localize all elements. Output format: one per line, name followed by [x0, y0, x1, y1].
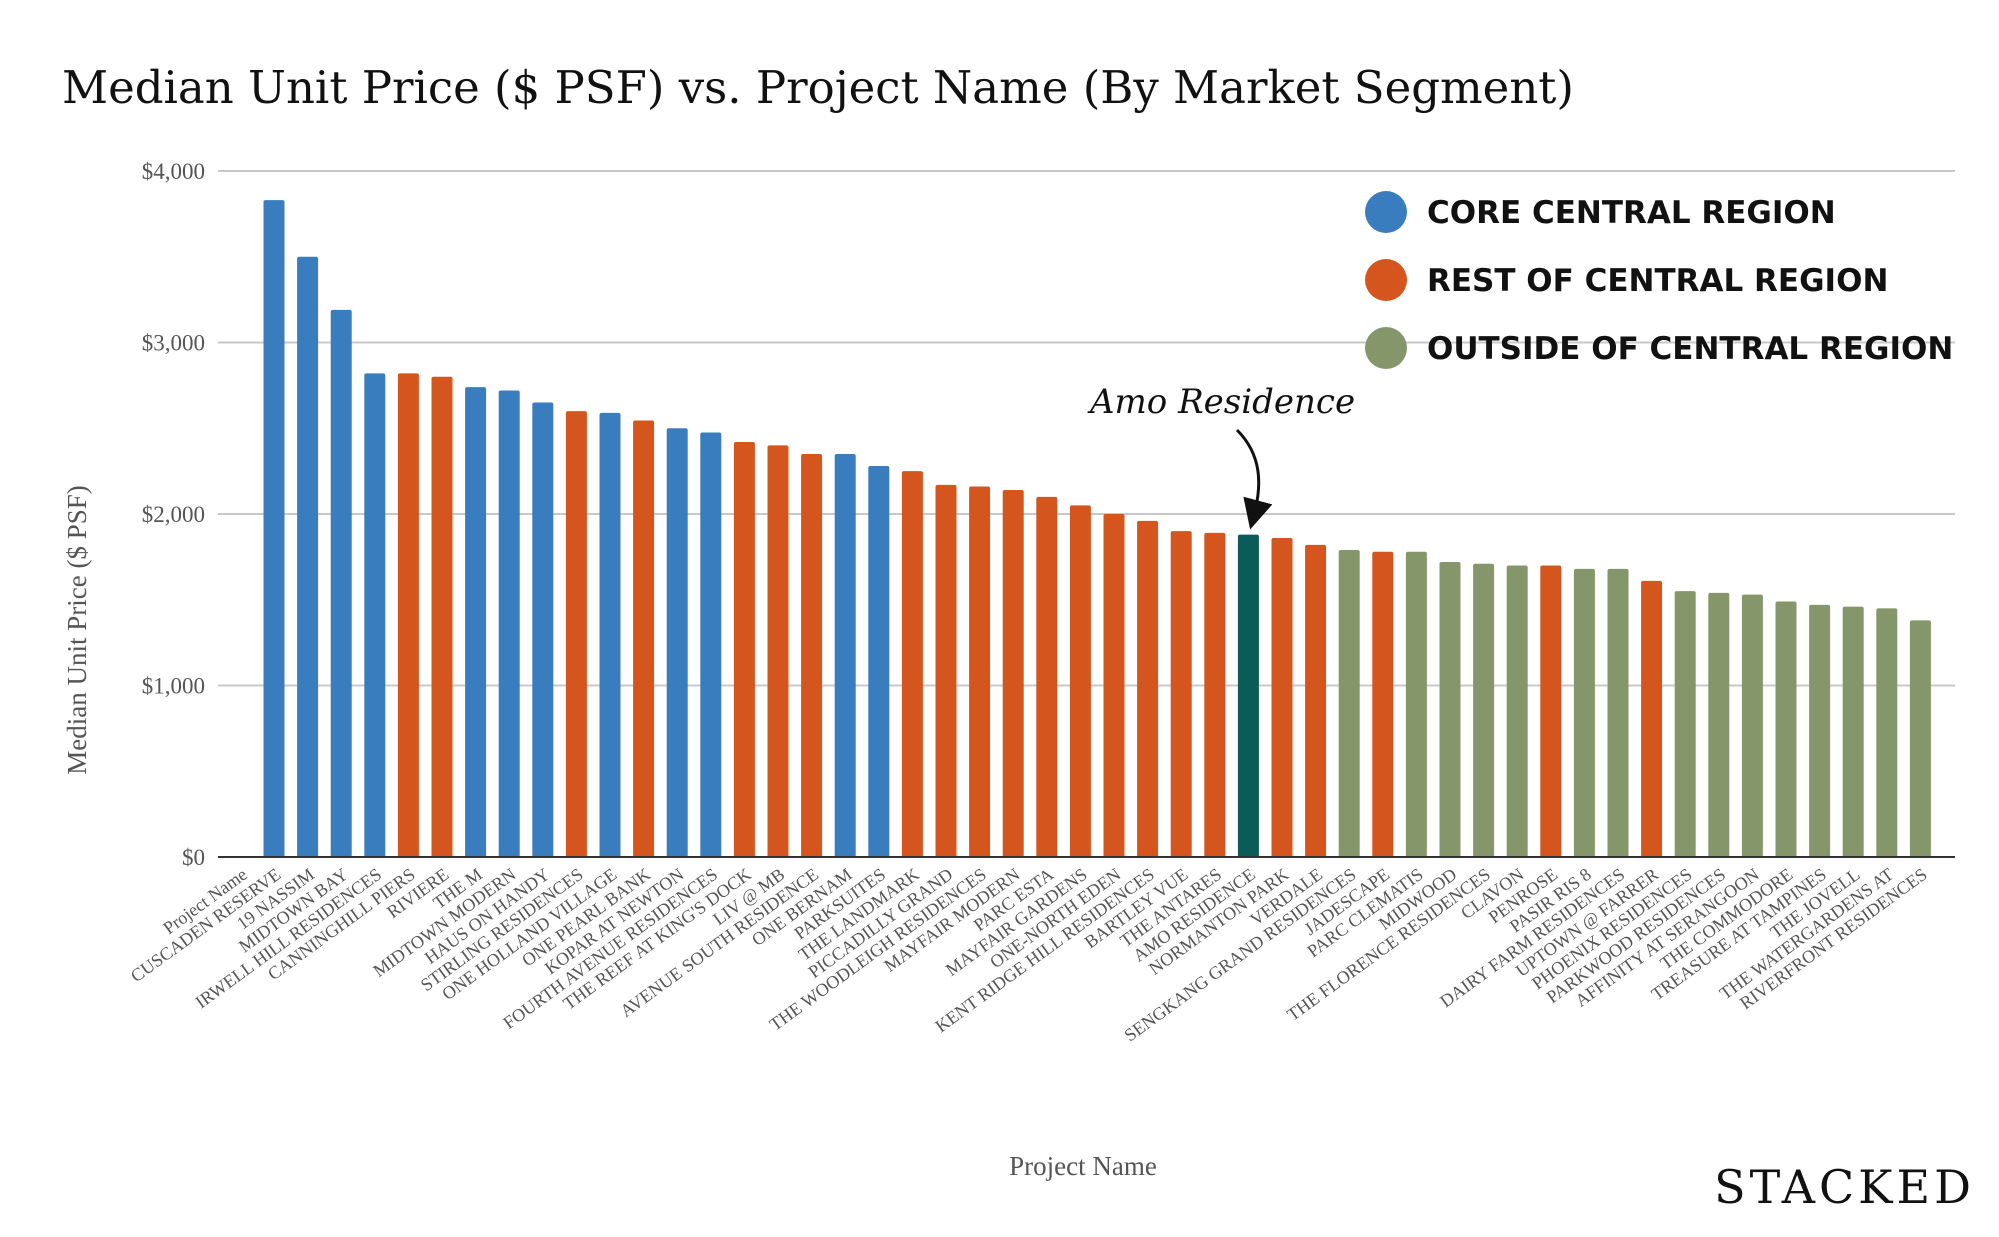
bar	[1237, 534, 1259, 857]
bars	[263, 200, 1931, 857]
bar	[297, 256, 319, 857]
bar	[1842, 606, 1864, 857]
bar	[431, 376, 453, 857]
bar	[1573, 568, 1595, 857]
bar	[666, 428, 688, 857]
bar	[465, 387, 487, 857]
bar	[969, 486, 991, 857]
brand-logo: STACKED	[1714, 1160, 1975, 1214]
bar	[397, 373, 419, 857]
bar	[935, 484, 957, 857]
bar	[1338, 550, 1360, 857]
bar	[1506, 565, 1528, 857]
bar	[1876, 608, 1898, 857]
y-axis-label: Median Unit Price ($ PSF)	[62, 485, 92, 775]
bar	[1069, 505, 1091, 857]
bar	[733, 441, 755, 857]
annotation-label: Amo Residence	[1087, 382, 1355, 422]
bar	[1137, 520, 1159, 857]
legend-label: CORE CENTRAL REGION	[1427, 195, 1836, 231]
bar	[1641, 580, 1663, 857]
bar	[565, 411, 587, 857]
legend: CORE CENTRAL REGION REST OF CENTRAL REGIO…	[1365, 191, 1953, 369]
bar	[1305, 544, 1327, 857]
bar	[1775, 601, 1797, 857]
y-tick-label: $1,000	[142, 674, 205, 699]
legend-label: REST OF CENTRAL REGION	[1427, 263, 1888, 299]
bar	[801, 453, 823, 857]
annotation-arrow	[1235, 428, 1273, 530]
y-tick-label: $4,000	[142, 159, 205, 184]
bar	[498, 390, 520, 857]
bar	[700, 432, 722, 857]
legend-marker	[1365, 191, 1407, 233]
bar	[364, 373, 386, 857]
legend-label: OUTSIDE OF CENTRAL REGION	[1427, 331, 1953, 367]
bar	[1708, 592, 1730, 857]
legend-marker	[1365, 327, 1407, 369]
bar	[1002, 489, 1024, 857]
y-axis-ticks: $0 $1,000 $2,000 $3,000 $4,000	[142, 159, 205, 870]
bar	[1540, 565, 1562, 857]
bar	[330, 309, 352, 857]
y-tick-label: $3,000	[142, 331, 205, 356]
annotation: Amo Residence	[1087, 382, 1355, 530]
bar	[1741, 594, 1763, 857]
bar	[599, 412, 621, 857]
bar	[1372, 551, 1394, 857]
legend-marker	[1365, 259, 1407, 301]
bar	[1809, 604, 1831, 857]
bar	[1473, 563, 1495, 857]
bar	[901, 471, 923, 857]
bar	[1103, 514, 1125, 857]
bar	[1170, 531, 1192, 857]
bar	[1204, 532, 1226, 857]
bar	[263, 200, 285, 857]
bar	[1909, 620, 1931, 857]
bar	[1439, 562, 1461, 857]
chart-title: Median Unit Price ($ PSF) vs. Project Na…	[62, 61, 1574, 114]
y-tick-label: $0	[182, 845, 205, 870]
bar	[633, 420, 655, 857]
y-tick-label: $2,000	[142, 502, 205, 527]
bar	[1036, 496, 1058, 857]
bar	[1607, 568, 1629, 857]
bar	[834, 453, 856, 857]
bar	[767, 445, 789, 857]
bar	[1674, 591, 1696, 857]
x-axis-label: Project Name	[1009, 1151, 1157, 1181]
bar	[1405, 551, 1427, 857]
bar	[1271, 538, 1293, 857]
bar	[532, 402, 554, 857]
bar	[868, 465, 890, 857]
